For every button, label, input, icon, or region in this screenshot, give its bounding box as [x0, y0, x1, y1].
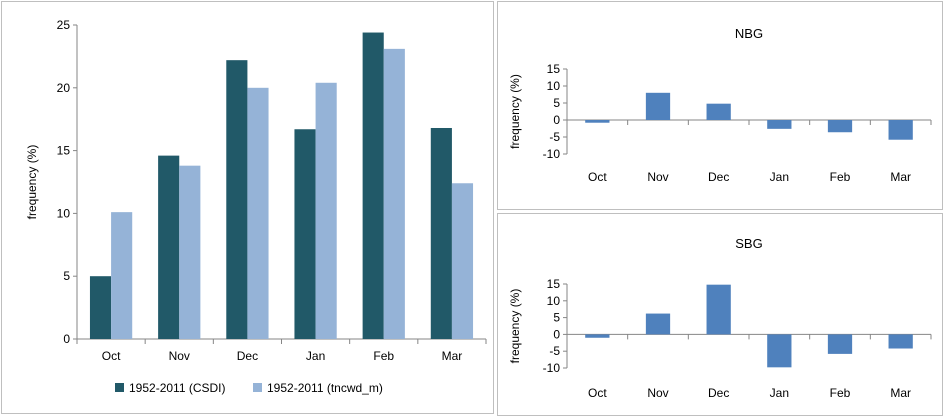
- bar-feb-series-1: [362, 32, 384, 339]
- y-tick-label: 5: [553, 311, 560, 325]
- bar-mar: [888, 120, 913, 140]
- y-tick-label: 5: [553, 96, 560, 110]
- y-tick-label: -5: [549, 130, 560, 144]
- y-tick-label: 15: [547, 62, 561, 76]
- bar-oct-series-1: [89, 276, 112, 339]
- main-chart: frequency (%) 0 5 10 15 20 25 Oct Nov Dec Jan Feb Ma…: [25, 18, 487, 395]
- y-axis-label: frequency (%): [25, 145, 39, 220]
- bar-jan: [767, 334, 792, 368]
- bar-dec-series-1: [226, 60, 248, 339]
- y-tick-label: -10: [543, 361, 561, 375]
- x-category-label: Jan: [770, 170, 789, 184]
- x-category-label: Feb: [830, 170, 851, 184]
- x-category-label: Dec: [708, 386, 729, 400]
- x-category-label: Oct: [102, 349, 121, 363]
- bar-dec-series-2: [247, 87, 269, 339]
- y-axis-label: frequency (%): [508, 74, 522, 149]
- y-tick-label: -10: [543, 147, 561, 161]
- y-tick-label: 25: [57, 18, 71, 32]
- chart-title: SBG: [735, 236, 762, 251]
- bar-dec: [706, 103, 731, 120]
- y-tick-label: 10: [547, 79, 561, 93]
- y-tick-label: 10: [57, 206, 71, 220]
- x-category-label: Mar: [442, 349, 463, 363]
- bar-mar-series-1: [430, 127, 452, 339]
- bar-dec: [706, 284, 731, 335]
- bar-nov-series-2: [179, 165, 201, 339]
- y-tick-label: 0: [63, 332, 70, 346]
- x-category-label: Oct: [588, 170, 607, 184]
- x-category-label: Dec: [708, 170, 729, 184]
- x-category-label: Feb: [830, 386, 851, 400]
- bar-nov: [645, 313, 671, 335]
- x-category-label: Mar: [890, 386, 911, 400]
- bar-nov-series-1: [158, 155, 180, 339]
- legend-swatch-series-2: [253, 383, 262, 392]
- y-tick-label: 10: [547, 294, 561, 308]
- y-tick-label: 5: [63, 269, 70, 283]
- bar-oct: [585, 120, 610, 123]
- x-category-label: Jan: [306, 349, 325, 363]
- sbg-chart-panel: SBG frequency (%) -10 -5 0 5 10 15 Oct Nov Dec Jan F…: [497, 213, 943, 416]
- bar-jan: [767, 120, 792, 129]
- sbg-chart: SBG frequency (%) -10 -5 0 5 10 15 Oct Nov Dec Jan F…: [508, 236, 932, 400]
- y-tick-label: 15: [547, 277, 561, 291]
- nbg-chart: NBG frequency (%) -10 -5 0 5 10 15 Oct Nov Dec Jan F…: [508, 26, 932, 184]
- bar-oct: [585, 334, 610, 338]
- bar-jan-series-1: [294, 129, 316, 339]
- x-category-label: Oct: [588, 386, 607, 400]
- nbg-chart-panel: NBG frequency (%) -10 -5 0 5 10 15 Oct Nov Dec Jan F…: [497, 1, 943, 210]
- legend-swatch-series-1: [115, 383, 124, 392]
- legend-label-series-2: 1952-2011 (tncwd_m): [267, 381, 383, 395]
- y-tick-label: 15: [57, 144, 71, 158]
- x-category-label: Feb: [373, 349, 394, 363]
- y-tick-label: 0: [553, 327, 560, 341]
- bar-feb: [827, 120, 853, 133]
- bar-feb-series-2: [383, 48, 405, 339]
- bar-oct-series-2: [111, 212, 133, 339]
- y-axis-label: frequency (%): [508, 289, 522, 364]
- y-tick-label: -5: [549, 344, 560, 358]
- x-category-label: Dec: [237, 349, 258, 363]
- bar-feb: [827, 334, 853, 354]
- bar-nov: [645, 92, 671, 120]
- main-chart-panel: frequency (%) 0 5 10 15 20 25 Oct Nov Dec Jan Feb Ma…: [1, 1, 494, 414]
- bar-jan-series-2: [315, 82, 337, 339]
- x-category-label: Nov: [647, 170, 668, 184]
- y-tick-label: 20: [57, 81, 71, 95]
- y-tick-label: 0: [553, 113, 560, 127]
- x-category-label: Jan: [770, 386, 789, 400]
- chart-title: NBG: [735, 26, 763, 41]
- bar-mar-series-2: [451, 183, 474, 339]
- legend-label-series-1: 1952-2011 (CSDI): [129, 381, 226, 395]
- x-category-label: Nov: [647, 386, 668, 400]
- x-category-label: Mar: [890, 170, 911, 184]
- x-category-label: Nov: [169, 349, 190, 363]
- bar-mar: [888, 334, 913, 349]
